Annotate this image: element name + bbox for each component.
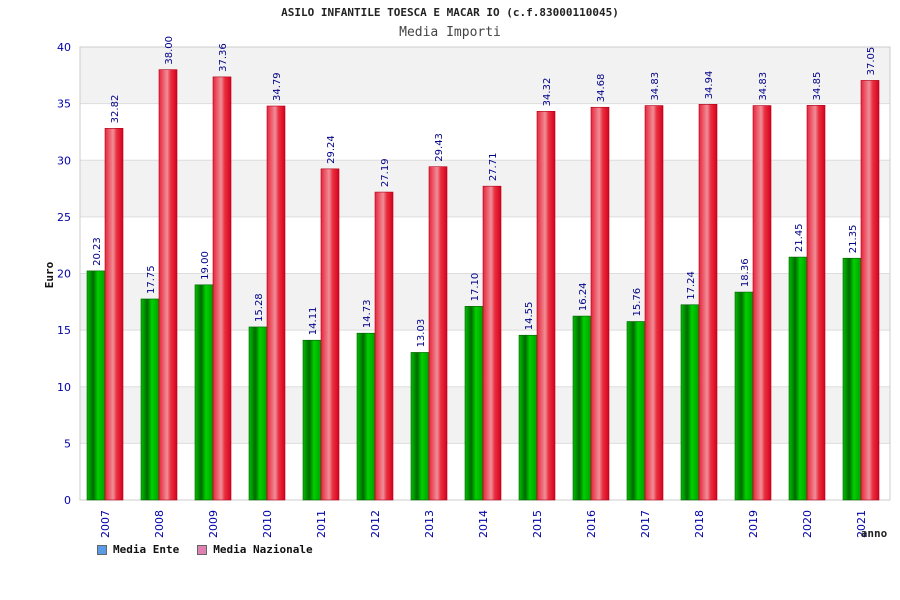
bar-media-nazionale (104, 128, 124, 501)
x-tick-label: 2016 (585, 510, 598, 538)
data-label: 14.73 (362, 300, 373, 329)
y-tick-label: 10 (57, 381, 71, 394)
data-label: 34.83 (758, 72, 769, 101)
bar-media-nazionale (644, 105, 664, 501)
data-label: 18.36 (740, 258, 751, 287)
bar-media-ente (194, 284, 214, 501)
x-tick-label: 2012 (369, 510, 382, 538)
data-label: 34.94 (704, 71, 715, 100)
legend-swatch-media-ente (97, 544, 107, 555)
x-tick-label: 2007 (99, 510, 112, 538)
data-label: 34.79 (272, 72, 283, 101)
x-tick-label: 2020 (801, 510, 814, 538)
bar-media-ente (842, 257, 862, 501)
x-tick-label: 2017 (639, 510, 652, 538)
x-tick-label: 2021 (855, 510, 868, 538)
bar-media-nazionale (536, 111, 556, 501)
bar-media-ente (464, 306, 484, 501)
bar-media-ente (788, 256, 808, 501)
legend-label-media-nazionale: Media Nazionale (213, 543, 313, 556)
bar-media-nazionale (590, 106, 610, 501)
bar-media-nazionale (212, 76, 232, 501)
x-tick-label: 2018 (693, 510, 706, 538)
bar-media-nazionale (428, 166, 448, 501)
data-label: 15.76 (632, 288, 643, 317)
bar-media-nazionale (698, 104, 718, 501)
y-tick-label: 25 (57, 211, 71, 224)
legend-swatch-media-nazionale (197, 544, 208, 555)
data-label: 17.75 (146, 265, 157, 294)
bar-media-nazionale (158, 69, 178, 501)
y-tick-label: 0 (64, 494, 71, 507)
data-label: 29.43 (434, 133, 445, 162)
data-label: 19.00 (200, 251, 211, 280)
bar-media-ente (518, 334, 538, 501)
data-label: 37.05 (866, 47, 877, 76)
data-label: 32.82 (110, 95, 121, 124)
y-tick-label: 20 (57, 268, 71, 281)
data-label: 20.23 (92, 237, 103, 266)
bar-media-nazionale (860, 80, 880, 501)
bar-media-nazionale (266, 105, 286, 501)
bar-media-nazionale (320, 168, 340, 501)
data-label: 14.55 (524, 302, 535, 331)
bar-media-nazionale (806, 105, 826, 501)
data-label: 34.85 (812, 72, 823, 101)
data-label: 37.36 (218, 43, 229, 72)
x-tick-label: 2014 (477, 510, 490, 538)
x-tick-label: 2010 (261, 510, 274, 538)
y-tick-label: 40 (57, 41, 71, 54)
x-tick-label: 2009 (207, 510, 220, 538)
data-label: 13.03 (416, 319, 427, 348)
y-tick-label: 35 (57, 98, 71, 111)
bar-media-ente (410, 352, 430, 501)
y-tick-label: 30 (57, 154, 71, 167)
data-label: 34.83 (650, 72, 661, 101)
bar-media-nazionale (374, 191, 394, 501)
data-label: 15.28 (254, 293, 265, 322)
data-label: 17.10 (470, 273, 481, 302)
bar-media-nazionale (482, 185, 502, 501)
data-label: 17.24 (686, 271, 697, 300)
bar-media-ente (302, 339, 322, 501)
bar-media-ente (356, 332, 376, 501)
legend-item-media-ente: Media Ente (97, 543, 179, 556)
bar-media-ente (572, 315, 592, 501)
chart-title: ASILO INFANTILE TOESCA E MACAR IO (c.f.8… (281, 6, 619, 19)
data-label: 38.00 (164, 36, 175, 65)
bar-media-ente (680, 304, 700, 501)
y-tick-label: 5 (64, 437, 71, 450)
bar-media-ente (248, 326, 268, 501)
x-axis-label: anno (861, 527, 888, 540)
data-label: 21.45 (794, 223, 805, 252)
data-label: 34.32 (542, 78, 553, 107)
data-label: 14.11 (308, 307, 319, 336)
bar-media-ente (140, 298, 160, 501)
y-tick-label: 15 (57, 324, 71, 337)
data-label: 29.24 (326, 135, 337, 164)
x-tick-label: 2019 (747, 510, 760, 538)
data-label: 21.35 (848, 225, 859, 254)
data-label: 27.19 (380, 158, 391, 187)
data-label: 16.24 (578, 282, 589, 311)
bar-media-ente (626, 321, 646, 501)
chart-subtitle: Media Importi (399, 25, 501, 40)
y-axis-label: Euro (43, 261, 56, 288)
x-tick-label: 2011 (315, 510, 328, 538)
bar-media-nazionale (752, 105, 772, 501)
legend-item-media-nazionale: Media Nazionale (197, 543, 313, 556)
x-tick-label: 2013 (423, 510, 436, 538)
data-label: 34.68 (596, 74, 607, 103)
x-tick-label: 2015 (531, 510, 544, 538)
legend-label-media-ente: Media Ente (113, 543, 180, 556)
x-tick-label: 2008 (153, 510, 166, 538)
bar-media-ente (734, 291, 754, 501)
legend: Media Ente Media Nazionale (97, 543, 313, 556)
bar-media-ente (86, 270, 106, 501)
data-label: 27.71 (488, 153, 499, 182)
